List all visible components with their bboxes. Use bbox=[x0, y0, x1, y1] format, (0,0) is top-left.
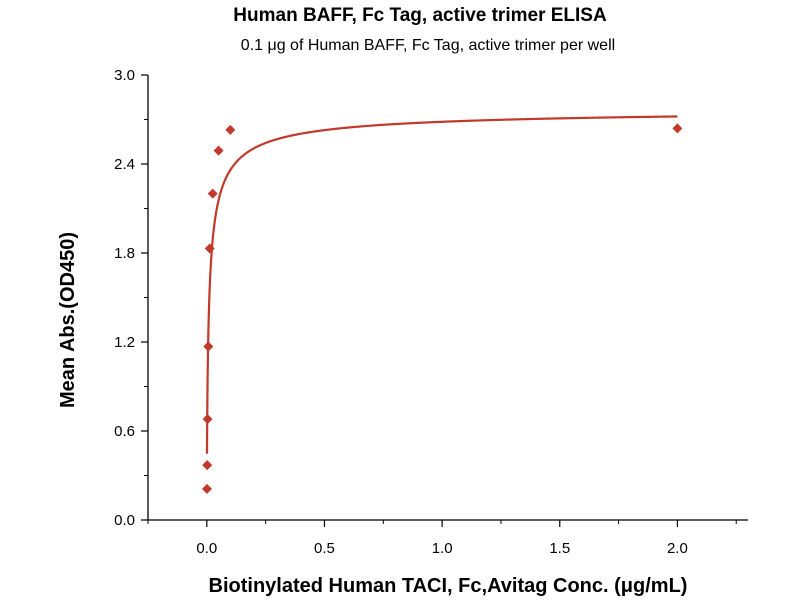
y-tick-label: 1.8 bbox=[114, 245, 135, 262]
data-point-marker bbox=[672, 123, 683, 134]
data-point-marker bbox=[203, 341, 214, 352]
data-point-marker bbox=[202, 483, 213, 494]
data-point-marker bbox=[225, 124, 236, 135]
x-tick-label: 0.5 bbox=[314, 540, 335, 557]
y-tick-label: 3.0 bbox=[114, 67, 135, 84]
chart-subtitle: 0.1 μg of Human BAFF, Fc Tag, active tri… bbox=[241, 37, 615, 54]
plot-area bbox=[202, 115, 683, 494]
chart-title: Human BAFF, Fc Tag, active trimer ELISA bbox=[233, 5, 607, 26]
y-tick-label: 2.4 bbox=[114, 156, 135, 173]
x-tick-label: 1.0 bbox=[432, 540, 453, 557]
x-tick-label: 2.0 bbox=[667, 540, 688, 557]
y-tick-label: 0.0 bbox=[114, 512, 135, 529]
y-axis-label: Mean Abs.(OD450) bbox=[57, 232, 79, 408]
x-tick-label: 0.0 bbox=[196, 540, 217, 557]
y-tick-label: 0.6 bbox=[114, 423, 135, 440]
y-tick-label: 1.2 bbox=[114, 334, 135, 351]
y-axis-ticks: 0.0 0.6 1.2 1.8 2.4 3.0 bbox=[114, 67, 148, 529]
data-point-marker bbox=[202, 460, 213, 471]
fit-curve bbox=[205, 115, 678, 454]
x-axis-label: Biotinylated Human TACI, Fc,Avitag Conc.… bbox=[209, 575, 688, 597]
data-point-marker bbox=[202, 414, 213, 425]
x-tick-label: 1.5 bbox=[549, 540, 570, 557]
data-point-marker bbox=[204, 243, 215, 254]
data-point-marker bbox=[213, 145, 224, 156]
data-point-marker bbox=[207, 188, 218, 199]
x-axis-ticks: 0.0 0.5 1.0 1.5 2.0 bbox=[147, 520, 737, 557]
axes bbox=[147, 75, 748, 521]
